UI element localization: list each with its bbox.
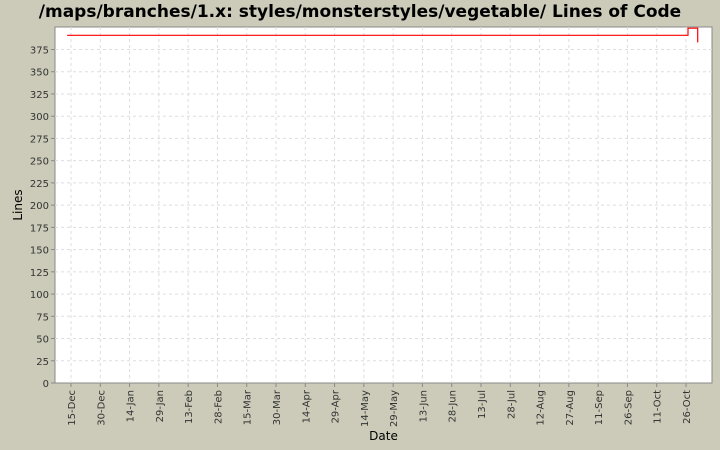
x-tick-label: 14-May xyxy=(360,390,371,427)
y-tick-label: 50 xyxy=(36,335,49,346)
x-tick-label: 26-Oct xyxy=(682,390,693,424)
x-tick-label: 28-Jul xyxy=(506,390,517,419)
x-tick-label: 28-Feb xyxy=(213,390,224,424)
x-tick-label: 13-Feb xyxy=(184,390,195,424)
x-tick-label: 29-Apr xyxy=(331,389,342,423)
x-tick-label: 30-Dec xyxy=(96,390,107,426)
x-tick-label: 11-Oct xyxy=(653,390,664,424)
y-tick-label: 275 xyxy=(30,134,49,145)
series-line xyxy=(67,27,699,43)
x-tick-label: 15-Mar xyxy=(243,389,254,425)
y-tick-label: 125 xyxy=(30,268,49,279)
chart-title: /maps/branches/1.x: styles/monsterstyles… xyxy=(38,2,682,22)
x-tick-label: 29-Jan xyxy=(155,390,166,422)
y-tick-label: 75 xyxy=(36,312,49,323)
x-tick-label: 14-Jan xyxy=(126,390,137,422)
y-tick-label: 150 xyxy=(30,246,49,257)
x-tick-label: 30-Mar xyxy=(272,389,283,425)
x-tick-label: 14-Apr xyxy=(301,389,312,423)
x-tick-label: 12-Aug xyxy=(536,390,547,426)
x-tick-label: 11-Sep xyxy=(594,390,605,425)
x-tick-label: 26-Sep xyxy=(623,390,634,425)
y-tick-label: 175 xyxy=(30,223,49,234)
x-tick-label: 28-Jun xyxy=(448,390,459,423)
y-tick-label: 100 xyxy=(30,290,49,301)
y-tick-label: 300 xyxy=(30,112,49,123)
y-tick-label: 350 xyxy=(30,68,49,79)
y-tick-label: 225 xyxy=(30,179,49,190)
x-tick-label: 29-May xyxy=(389,390,400,427)
x-tick-label: 13-Jun xyxy=(418,390,429,423)
y-tick-label: 200 xyxy=(30,201,49,212)
y-tick-label: 375 xyxy=(30,46,49,57)
y-tick-label: 325 xyxy=(30,90,49,101)
y-tick-label: 25 xyxy=(36,357,49,368)
x-tick-label: 27-Aug xyxy=(565,390,576,426)
y-tick-label: 250 xyxy=(30,157,49,168)
x-tick-label: 15-Dec xyxy=(67,390,78,426)
y-axis-label: Lines xyxy=(11,189,25,220)
y-tick-label: 0 xyxy=(43,379,49,390)
x-axis-label: Date xyxy=(369,429,398,443)
x-tick-label: 13-Jul xyxy=(477,390,488,419)
